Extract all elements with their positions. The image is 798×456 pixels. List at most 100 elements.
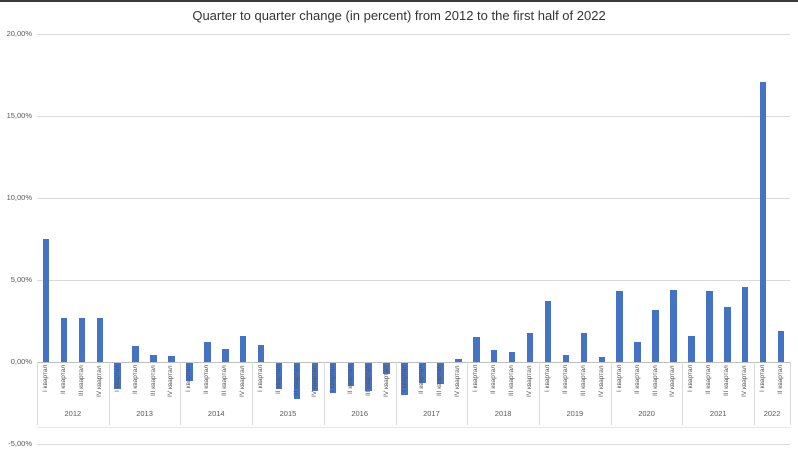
bar-2015-q2 (275, 363, 283, 390)
x-axis-quarter-label: I квартал (113, 365, 121, 393)
chart-title: Quarter to quarter change (in percent) f… (192, 8, 606, 23)
bar-2017-q2 (419, 363, 426, 383)
x-axis-quarter-label: I квартал (472, 365, 480, 393)
x-axis-quarter-label: II квартал (418, 365, 426, 395)
x-axis-year-label: 2015 (279, 409, 297, 418)
bar-2019-q4 (598, 357, 605, 362)
x-axis-year-label: 2013 (136, 409, 153, 418)
category-axis-bottom-line (37, 427, 790, 428)
category-separator (790, 362, 791, 425)
category-separator (108, 362, 110, 425)
category-separator (323, 362, 325, 425)
bar-2021-q3 (724, 307, 731, 362)
x-axis-quarter-label: I квартал (687, 365, 695, 393)
y-axis-label: 15,00% (6, 111, 32, 120)
bar-2019-q2 (562, 355, 570, 362)
x-axis-quarter-label: II квартал (561, 365, 569, 395)
x-axis-year-label: 2014 (207, 409, 225, 418)
bar-2021-q4 (741, 286, 749, 362)
x-axis-quarter-label: I квартал (41, 365, 49, 393)
y-axis-label: 5,00% (10, 275, 32, 284)
bar-2015-q3 (293, 363, 301, 400)
x-axis-quarter-label: II квартал (633, 365, 641, 395)
category-separator (37, 362, 38, 425)
x-axis-quarter-label: III квартал (723, 365, 731, 396)
x-axis-quarter-label: IV квартал (382, 365, 390, 397)
bar-2021-q2 (706, 291, 713, 362)
bar-2018-q4 (526, 333, 534, 362)
bar-2020-q4 (670, 289, 677, 362)
x-axis-quarter-label: IV квартал (741, 365, 749, 397)
category-separator (467, 362, 469, 425)
x-axis-quarter-label: III квартал (149, 365, 157, 396)
category-separator (180, 362, 182, 425)
x-axis-year-label: 2021 (709, 409, 727, 418)
x-axis-quarter-label: III квартал (77, 365, 85, 396)
x-axis-quarter-label: I квартал (400, 365, 408, 393)
x-axis-year-label: 2012 (64, 409, 82, 418)
bar-2018-q3 (508, 352, 516, 362)
x-axis-quarter-label: I квартал (328, 365, 336, 393)
x-axis-quarter-label: III квартал (579, 365, 587, 396)
x-axis-quarter-label: II квартал (777, 365, 785, 395)
x-axis-quarter-label: II квартал (490, 365, 498, 395)
bar-2022-q1 (759, 81, 767, 362)
x-axis-quarter-label: IV квартал (95, 365, 103, 397)
x-axis-quarter-label: IV квартал (597, 365, 605, 397)
bar-2019-q1 (544, 301, 552, 362)
x-axis-year-label: 2016 (351, 409, 369, 418)
bar-2015-q4 (311, 363, 319, 391)
x-axis-quarter-label: IV квартал (526, 365, 534, 397)
y-axis-label: 0,00% (10, 357, 32, 366)
bar-2014-q2 (204, 341, 211, 362)
x-axis-quarter-label: III квартал (292, 365, 300, 396)
x-axis-quarter-label: II квартал (131, 365, 139, 395)
bar-2013-q1 (114, 363, 121, 390)
bar-2013-q3 (150, 354, 157, 362)
bar-2016-q1 (329, 363, 337, 394)
x-axis-quarter-label: I квартал (759, 365, 767, 393)
x-axis-quarter-label: III квартал (508, 365, 516, 396)
gridline (37, 116, 790, 117)
x-axis-quarter-label: I квартал (615, 365, 623, 393)
bar-2014-q4 (239, 335, 247, 362)
x-axis-quarter-label: IV квартал (669, 365, 677, 397)
category-separator (682, 362, 684, 425)
bar-2017-q3 (437, 363, 444, 385)
x-axis-year-label: 2022 (763, 409, 781, 418)
gridline (37, 444, 790, 445)
plot-area: I квартал II квартал III квартал IV квартал… (37, 34, 791, 445)
x-axis-year-label: 2020 (638, 409, 655, 418)
bar-2012-q4 (96, 317, 103, 362)
x-axis-quarter-label: I квартал (185, 365, 193, 393)
x-axis-quarter-label: III квартал (364, 365, 372, 396)
x-axis-quarter-label: IV квартал (167, 365, 175, 397)
x-axis-quarter-label: IV квартал (454, 365, 462, 397)
category-separator (252, 362, 254, 425)
x-axis-year-label: 2018 (494, 409, 512, 418)
bar-2019-q3 (580, 333, 588, 362)
category-separator (610, 362, 612, 425)
x-axis-quarter-label: II квартал (705, 365, 713, 395)
x-axis-quarter-label: III квартал (221, 365, 229, 396)
bar-2021-q1 (688, 335, 695, 362)
bar-2014-q3 (222, 348, 229, 362)
bar-2013-q4 (168, 356, 175, 362)
category-separator (539, 362, 540, 425)
bar-2020-q2 (634, 342, 641, 362)
bar-2012-q3 (78, 317, 86, 362)
x-axis-quarter-label: I квартал (257, 365, 265, 393)
x-axis-year-label: 2017 (423, 409, 440, 418)
bar-2016-q2 (347, 363, 354, 386)
bar-2015-q1 (257, 344, 265, 362)
x-axis-line (37, 362, 790, 363)
x-axis-quarter-label: I квартал (543, 365, 551, 393)
x-axis-quarter-label: III квартал (651, 365, 659, 396)
gridline (37, 198, 790, 199)
x-axis-quarter-label: III квартал (436, 365, 444, 396)
x-axis-quarter-label: IV квартал (239, 365, 247, 397)
x-axis-quarter-label: IV квартал (310, 365, 318, 397)
y-axis-label: 10,00% (6, 193, 32, 202)
bar-2020-q3 (652, 310, 659, 362)
